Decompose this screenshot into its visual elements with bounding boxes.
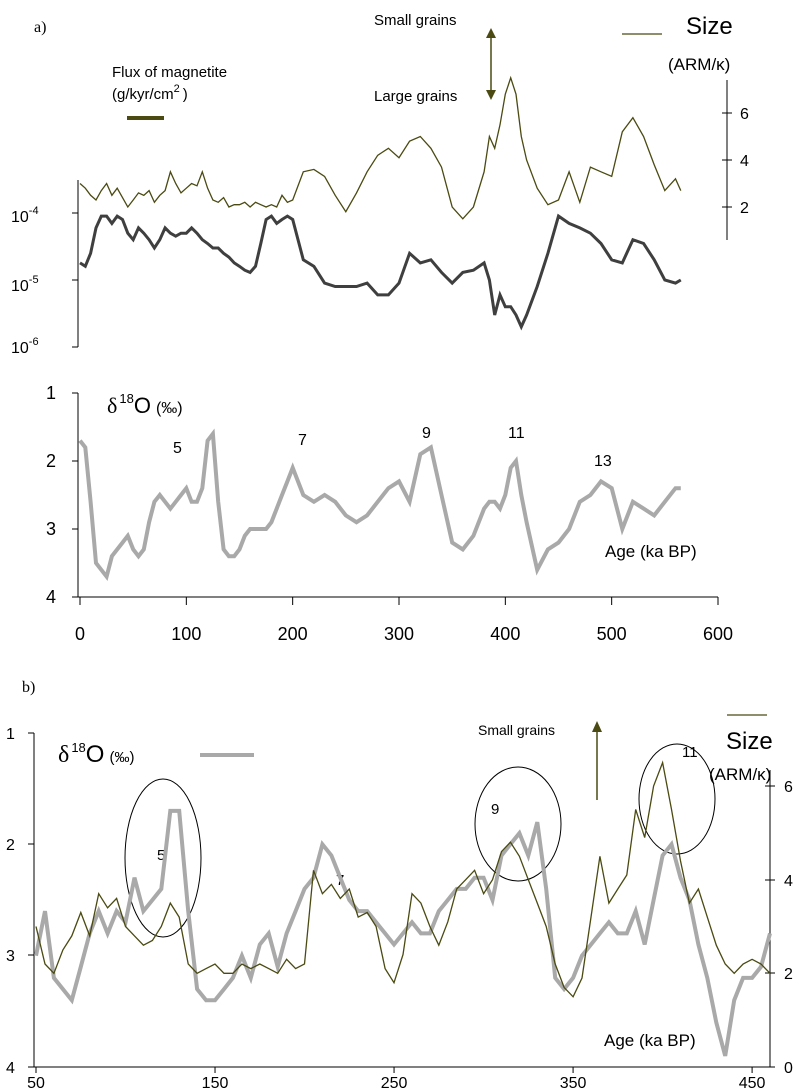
d18o-ticks: 1 2 3 4	[46, 383, 78, 607]
d18o-tick-label: 1	[6, 726, 15, 743]
x-tick-label: 500	[597, 624, 627, 644]
d18o-tick-label: 3	[46, 519, 56, 539]
d18o-title: δ 18O (‰)	[107, 391, 183, 418]
grain-arrow-down	[486, 90, 496, 100]
x-tick-label-b: 250	[381, 1075, 408, 1091]
stage-label-9-b: 9	[491, 801, 499, 818]
grain-arrow-up-b	[592, 721, 602, 732]
x-tick-label: 200	[278, 624, 308, 644]
size-tick-label: 4	[784, 873, 793, 890]
x-ticks: 0 100 200 300 400 500 600	[75, 597, 733, 644]
stage-label-13: 13	[594, 453, 612, 470]
d18o-tick-label: 4	[46, 587, 56, 607]
x-tick-label-b: 450	[739, 1075, 766, 1091]
size-unit-b: (ARM/κ)	[709, 765, 771, 784]
d18o-tick-label: 3	[6, 948, 15, 965]
size-title: Size	[686, 13, 733, 40]
size-tick-label: 2	[740, 200, 749, 217]
small-grains-label: Small grains	[374, 12, 457, 29]
stage-label-9: 9	[422, 425, 431, 442]
d18o-tick-label: 2	[6, 837, 15, 854]
size-tick-label: 6	[784, 779, 793, 796]
size-tick-label: 6	[740, 106, 749, 123]
d18o-series-line-b	[34, 808, 772, 1057]
d18o-tick-label: 1	[46, 383, 56, 403]
large-grains-label: Large grains	[374, 88, 457, 105]
age-label: Age (ka BP)	[605, 542, 697, 561]
size-tick-label: 0	[784, 1060, 793, 1077]
size-series-line-b	[35, 760, 771, 998]
size-ticks: 6 4 2	[722, 106, 749, 217]
panel-a-label: a)	[34, 19, 46, 36]
x-tick-label: 100	[171, 624, 201, 644]
small-grains-label-b: Small grains	[478, 722, 555, 738]
stage-9-highlight	[474, 766, 562, 882]
d18o-tick-label: 4	[6, 1060, 15, 1077]
flux-label-line2: (g/kyr/cm2)	[112, 83, 188, 103]
d18o-tick-label: 2	[46, 451, 56, 471]
x-tick-label: 0	[75, 624, 85, 644]
size-unit: (ARM/κ)	[668, 55, 730, 74]
x-tick-label-b: 150	[202, 1075, 229, 1091]
flux-ticks: 10-4 10-5 10-6	[11, 205, 78, 357]
x-tick-label-b: 50	[27, 1075, 45, 1091]
d18o-series-line	[78, 428, 681, 582]
flux-tick-label: 10-5	[11, 274, 39, 295]
age-label-b: Age (ka BP)	[604, 1031, 696, 1050]
flux-label-line1: Flux of magnetite	[112, 64, 227, 81]
stage-label-5: 5	[173, 440, 182, 457]
panel-a: a) Small grains Large grains Size (ARM/κ…	[11, 12, 749, 644]
stage-5-highlight	[124, 778, 202, 938]
x-tick-label: 600	[703, 624, 733, 644]
size-tick-label: 4	[740, 153, 749, 170]
x-tick-label: 300	[384, 624, 414, 644]
panel-b-label: b)	[22, 679, 35, 696]
flux-tick-label: 10-6	[11, 336, 39, 357]
panel-b: b) 1 2 3 4 6 4 2 0 50 150 250 350 450	[6, 679, 793, 1091]
d18o-ticks-b: 1 2 3 4	[6, 726, 34, 1077]
stage-label-11: 11	[508, 425, 525, 442]
stage-label-11-b: 11	[682, 744, 698, 761]
stage-label-5-b: 5	[157, 847, 165, 864]
x-ticks-b: 50 150 250 350 450	[27, 1067, 766, 1091]
x-tick-label: 400	[490, 624, 520, 644]
flux-series-line	[79, 213, 682, 331]
size-series-line	[79, 75, 682, 220]
size-tick-label: 2	[784, 966, 793, 983]
flux-tick-label: 10-4	[11, 205, 39, 226]
stage-label-7: 7	[298, 432, 307, 449]
grain-arrow-up	[486, 28, 496, 38]
stage-11-highlight	[638, 743, 716, 855]
size-title-b: Size	[726, 728, 773, 755]
x-tick-label-b: 350	[560, 1075, 587, 1091]
size-ticks-b: 6 4 2 0	[765, 779, 793, 1077]
d18o-title-b: δ 18O (‰)	[58, 740, 134, 768]
